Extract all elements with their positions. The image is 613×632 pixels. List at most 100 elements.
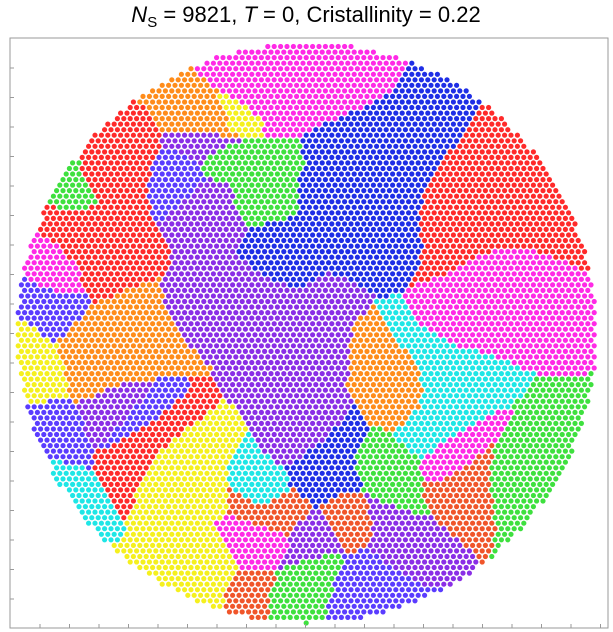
particle (492, 349, 498, 355)
particle (399, 66, 405, 72)
particle (44, 371, 50, 377)
particle (294, 216, 300, 222)
particle (307, 60, 313, 66)
particle (255, 404, 261, 410)
particle (422, 260, 428, 266)
particle (425, 365, 431, 371)
particle (35, 288, 41, 294)
particle (303, 365, 309, 371)
particle (294, 49, 300, 55)
particle (105, 188, 111, 194)
particle (563, 337, 569, 343)
particle (134, 404, 140, 410)
particle (291, 66, 297, 72)
particle (473, 105, 479, 111)
particle (163, 110, 169, 116)
particle (51, 227, 57, 233)
particle (284, 199, 290, 205)
particle (153, 238, 159, 244)
particle (287, 49, 293, 55)
particle (332, 182, 338, 188)
particle (451, 398, 457, 404)
particle (223, 393, 229, 399)
particle (140, 116, 146, 122)
particle (140, 127, 146, 133)
particle (316, 166, 322, 172)
particle (137, 132, 143, 138)
particle (111, 177, 117, 183)
particle (307, 315, 313, 321)
particle (246, 77, 252, 83)
particle (451, 110, 457, 116)
particle (236, 360, 242, 366)
particle (556, 204, 562, 210)
particle (387, 188, 393, 194)
particle (428, 227, 434, 233)
particle (380, 398, 386, 404)
particle (543, 360, 549, 366)
particle (451, 332, 457, 338)
particle (371, 337, 377, 343)
particle (185, 216, 191, 222)
particle (60, 288, 66, 294)
particle (540, 188, 546, 194)
particle (294, 271, 300, 277)
particle (566, 343, 572, 349)
particle (492, 249, 498, 255)
particle (457, 288, 463, 294)
particle (451, 155, 457, 161)
particle (211, 149, 217, 155)
particle (70, 293, 76, 299)
particle (217, 349, 223, 355)
particle (547, 310, 553, 316)
particle (319, 49, 325, 55)
particle (79, 199, 85, 205)
particle (364, 271, 370, 277)
particle (287, 382, 293, 388)
particle (252, 265, 258, 271)
particle (284, 143, 290, 149)
particle (502, 155, 508, 161)
particle (230, 171, 236, 177)
particle (403, 304, 409, 310)
particle (415, 127, 421, 133)
particle (537, 304, 543, 310)
particle (396, 337, 402, 343)
particle (454, 315, 460, 321)
particle (255, 127, 261, 133)
particle (419, 77, 425, 83)
particle (412, 265, 418, 271)
particle (457, 299, 463, 305)
particle (467, 315, 473, 321)
particle (483, 299, 489, 305)
particle (252, 221, 258, 227)
particle (476, 398, 482, 404)
particle (380, 276, 386, 282)
particle (83, 238, 89, 244)
particle (230, 127, 236, 133)
particle (348, 376, 354, 382)
particle (156, 376, 162, 382)
particle (463, 354, 469, 360)
particle (300, 337, 306, 343)
particle (102, 337, 108, 343)
particle (124, 110, 130, 116)
particle (265, 166, 271, 172)
particle (19, 349, 25, 355)
particle (313, 116, 319, 122)
particle (582, 326, 588, 332)
particle (403, 404, 409, 410)
particle (492, 182, 498, 188)
particle (489, 177, 495, 183)
particle (457, 210, 463, 216)
particle (28, 410, 34, 416)
particle (351, 393, 357, 399)
particle (460, 182, 466, 188)
particle (185, 105, 191, 111)
particle (214, 332, 220, 338)
particle (476, 354, 482, 360)
particle (95, 326, 101, 332)
particle (140, 371, 146, 377)
particle (569, 216, 575, 222)
particle (329, 365, 335, 371)
